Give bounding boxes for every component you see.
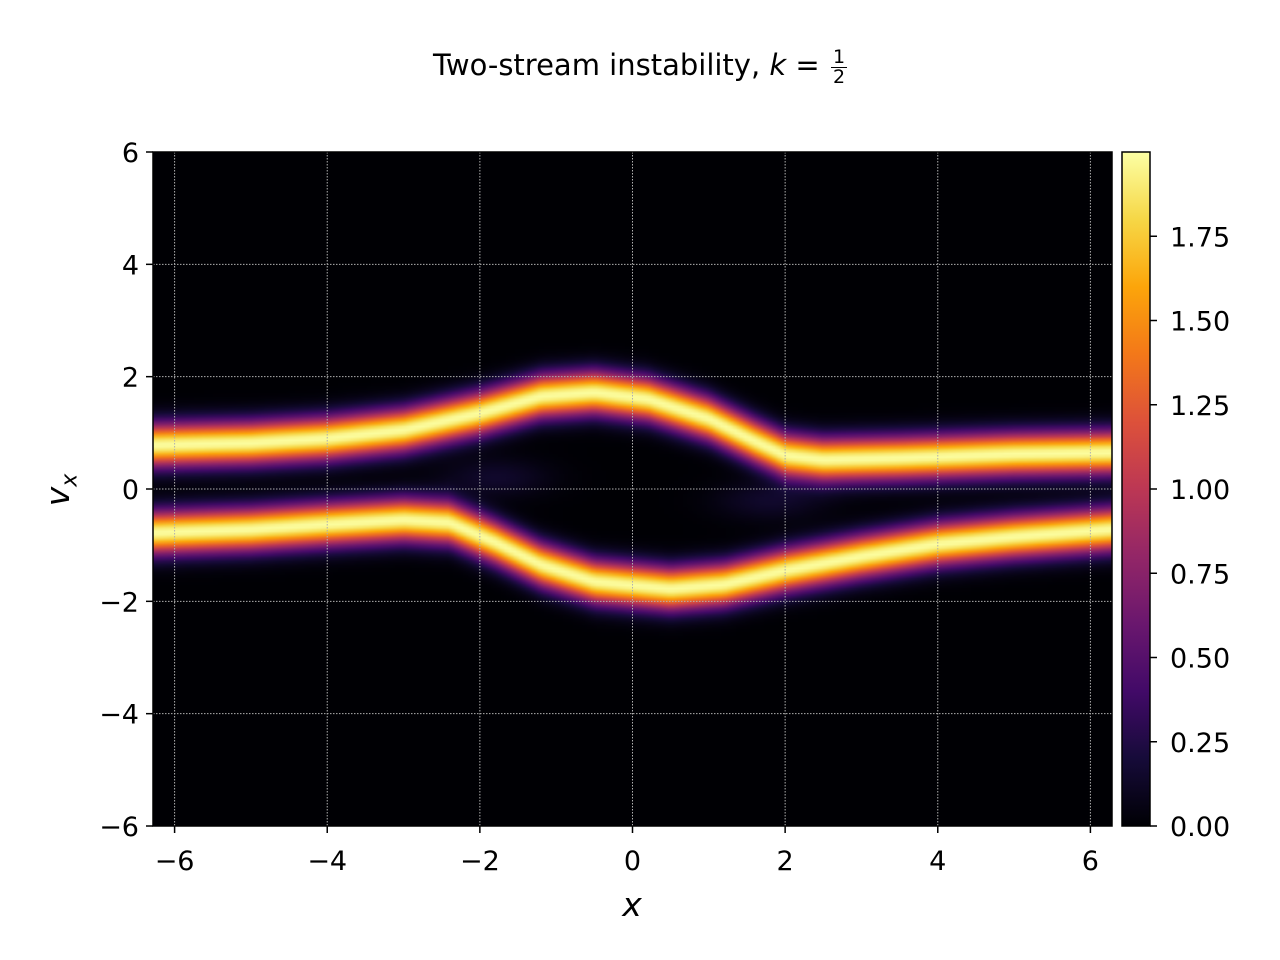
colorbar-tick-label: 1.25 xyxy=(1170,391,1230,422)
y-tick-label: 2 xyxy=(122,363,139,394)
y-tick-label: 4 xyxy=(122,250,139,281)
x-tick-label: 4 xyxy=(929,846,946,877)
title-equals: = xyxy=(786,48,829,82)
colorbar-tick-label: 0.00 xyxy=(1170,812,1230,843)
y-axis-ticks: −6 −4 −2 0 2 4 6 xyxy=(99,138,153,843)
x-axis-ticks: −6 −4 −2 0 2 4 6 xyxy=(155,826,1099,877)
colorbar-tick-label: 1.50 xyxy=(1170,307,1230,338)
y-tick-label: 0 xyxy=(122,475,139,506)
colorbar xyxy=(1121,151,1151,827)
y-tick-label: −2 xyxy=(99,587,139,618)
y-tick-label: −6 xyxy=(99,812,139,843)
x-tick-label: −6 xyxy=(155,846,195,877)
y-tick-label: −4 xyxy=(99,700,139,731)
colorbar-tick-label: 1.75 xyxy=(1170,222,1230,253)
title-k: k xyxy=(769,48,787,82)
title-frac-num: 1 xyxy=(830,45,848,68)
y-axis-label: vx xyxy=(38,460,83,520)
colorbar-tick-label: 0.25 xyxy=(1170,728,1230,759)
y-axis-label-main: v xyxy=(38,486,77,507)
y-tick-label: 6 xyxy=(122,138,139,169)
colorbar-tick-label: 0.50 xyxy=(1170,644,1230,675)
title-frac-den: 2 xyxy=(832,65,846,88)
x-tick-label: 2 xyxy=(777,846,794,877)
x-tick-label: −2 xyxy=(460,846,500,877)
x-tick-label: 0 xyxy=(624,846,641,877)
y-axis-label-sub: x xyxy=(57,473,83,487)
x-tick-label: −4 xyxy=(307,846,347,877)
title-prefix: Two-stream instability, xyxy=(432,48,770,82)
colorbar-tick-label: 0.75 xyxy=(1170,559,1230,590)
x-tick-label: 6 xyxy=(1082,846,1099,877)
colorbar-tick-label: 1.00 xyxy=(1170,475,1230,506)
x-axis-label: x xyxy=(622,885,642,924)
colorbar-ticks: 0.00 0.25 0.50 0.75 1.00 1.25 1.50 1.75 xyxy=(1150,222,1230,843)
